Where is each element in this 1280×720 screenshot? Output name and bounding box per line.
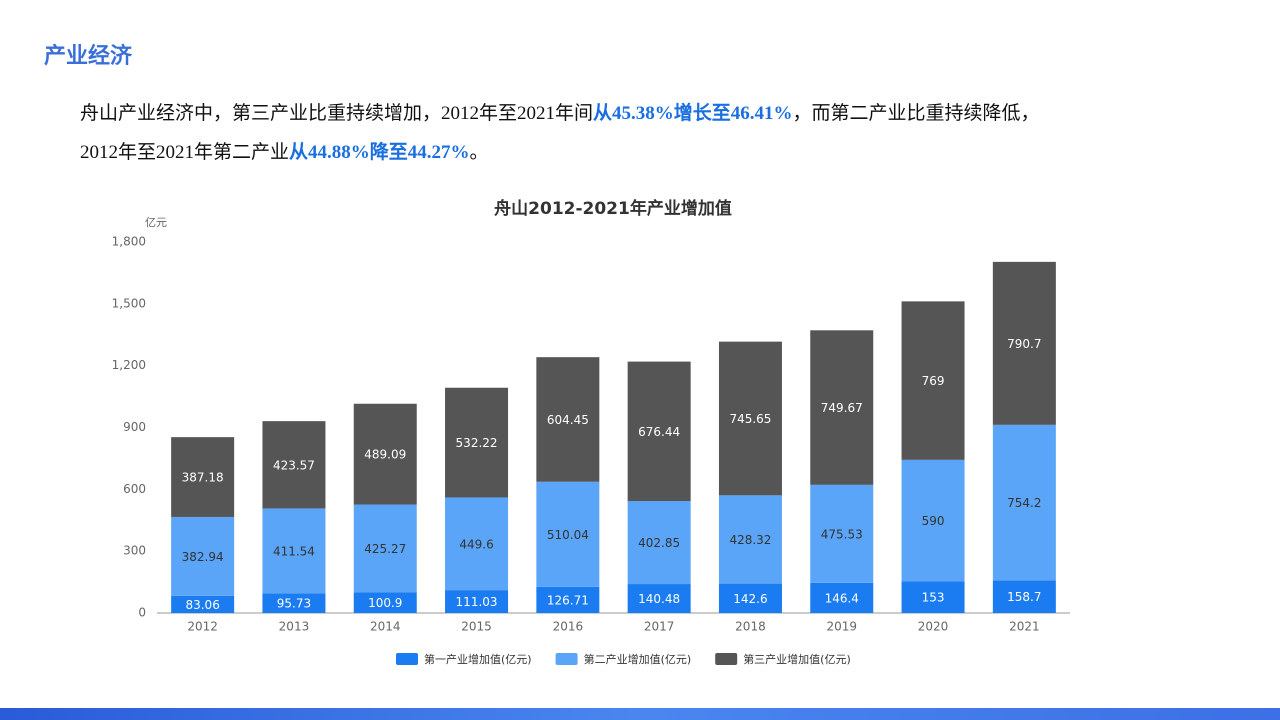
text: 舟山产业经济中，第三产业比重持续增加，2012年至2021年间 [80, 103, 594, 124]
bar-segment [627, 501, 691, 585]
text: 2012年至2021年第二产业 [80, 142, 290, 163]
text: ，而第二产业比重持续降低， [792, 103, 1040, 124]
legend-swatch [715, 653, 738, 665]
y-tick-label: 600 [123, 482, 146, 496]
x-tick-label: 2016 [553, 620, 584, 634]
data-label: 423.57 [273, 458, 315, 472]
legend-label: 第三产业增加值(亿元) [743, 652, 851, 666]
bar-segment [718, 583, 782, 613]
y-tick-label: 1,500 [112, 296, 146, 310]
bar-segment [810, 582, 874, 613]
data-label: 140.48 [638, 592, 680, 606]
data-label: 790.7 [1007, 337, 1041, 351]
paragraph: 舟山产业经济中，第三产业比重持续增加，2012年至2021年间从45.38%增长… [80, 94, 1040, 172]
data-label: 754.2 [1007, 496, 1041, 510]
data-label: 428.32 [729, 533, 771, 547]
data-label: 590 [922, 514, 945, 528]
bar-segment [992, 424, 1056, 581]
bar-segment [171, 516, 235, 596]
data-label: 489.09 [364, 448, 406, 462]
bar-segment [262, 508, 326, 594]
bar-segment [536, 357, 600, 482]
data-label: 676.44 [638, 425, 680, 439]
bar-segment [810, 330, 874, 485]
bar-segment [627, 361, 691, 502]
bar-segment [445, 590, 509, 613]
bar-segment [718, 495, 782, 584]
bar-segment [901, 581, 965, 613]
data-label: 749.67 [821, 401, 863, 415]
bar-segment [536, 586, 600, 613]
legend-swatch [396, 653, 418, 665]
bar-segment [171, 595, 235, 613]
y-tick-label: 1,200 [112, 358, 146, 372]
data-label: 532.22 [456, 436, 498, 450]
y-axis-label: 亿元 [145, 216, 167, 229]
bar-segment [627, 584, 691, 613]
bar-segment [262, 593, 326, 613]
x-tick-label: 2014 [370, 620, 401, 634]
x-tick-label: 2013 [279, 620, 310, 634]
text: 。 [469, 142, 489, 163]
x-tick-label: 2021 [1009, 620, 1040, 634]
data-label: 769 [922, 374, 945, 388]
y-tick-label: 0 [138, 606, 146, 620]
data-label: 382.94 [182, 550, 224, 564]
legend-label: 第一产业增加值(亿元) [424, 652, 532, 666]
page-title: 产业经济 [44, 43, 133, 69]
data-label: 387.18 [182, 471, 224, 485]
bar-segment [901, 459, 965, 582]
bar-segment [992, 261, 1056, 425]
data-label: 83.06 [185, 598, 219, 612]
x-tick-label: 2012 [187, 620, 218, 634]
x-tick-label: 2019 [826, 620, 857, 634]
bar-segment [901, 301, 965, 460]
data-label: 142.6 [733, 592, 767, 606]
paragraph-line: 舟山产业经济中，第三产业比重持续增加，2012年至2021年间从45.38%增长… [80, 94, 1040, 133]
x-tick-label: 2020 [918, 620, 949, 634]
bar-segment [445, 497, 509, 591]
data-label: 153 [922, 591, 945, 605]
bar-segment [445, 387, 509, 498]
bar-segment [262, 421, 326, 509]
y-tick-label: 900 [123, 420, 146, 434]
data-label: 510.04 [547, 528, 589, 542]
y-tick-label: 1,800 [112, 235, 146, 249]
footer-bar [0, 708, 1280, 720]
data-label: 411.54 [273, 544, 315, 558]
legend-label: 第二产业增加值(亿元) [584, 652, 692, 666]
bar-segment [536, 481, 600, 587]
bar-segment [171, 437, 235, 517]
data-label: 100.9 [368, 596, 402, 610]
paragraph-line: 2012年至2021年第二产业从44.88%降至44.27%。 [80, 133, 1040, 172]
legend-swatch [555, 653, 578, 665]
data-label: 111.03 [456, 595, 498, 609]
data-label: 475.53 [821, 527, 863, 541]
data-label: 146.4 [825, 591, 859, 605]
bar-segment [718, 341, 782, 496]
x-tick-label: 2015 [461, 620, 492, 634]
bar-segment [810, 484, 874, 583]
chart-title: 舟山2012-2021年产业增加值 [494, 198, 732, 219]
bar-segment [353, 403, 417, 505]
bar-segment [353, 592, 417, 613]
x-tick-label: 2018 [735, 620, 766, 634]
data-label: 449.6 [459, 537, 493, 551]
highlight: 从44.88%降至44.27% [289, 142, 470, 163]
data-label: 425.27 [364, 542, 406, 556]
data-label: 158.7 [1007, 590, 1041, 604]
x-tick-label: 2017 [644, 620, 675, 634]
data-label: 402.85 [638, 536, 680, 550]
data-label: 126.71 [547, 593, 589, 607]
data-label: 95.73 [277, 597, 311, 611]
y-tick-label: 300 [123, 544, 146, 558]
highlight: 从45.38%增长至46.41% [593, 103, 793, 124]
bar-segment [353, 504, 417, 593]
data-label: 745.65 [729, 412, 771, 426]
bar-segment [992, 580, 1056, 613]
data-label: 604.45 [547, 413, 589, 427]
